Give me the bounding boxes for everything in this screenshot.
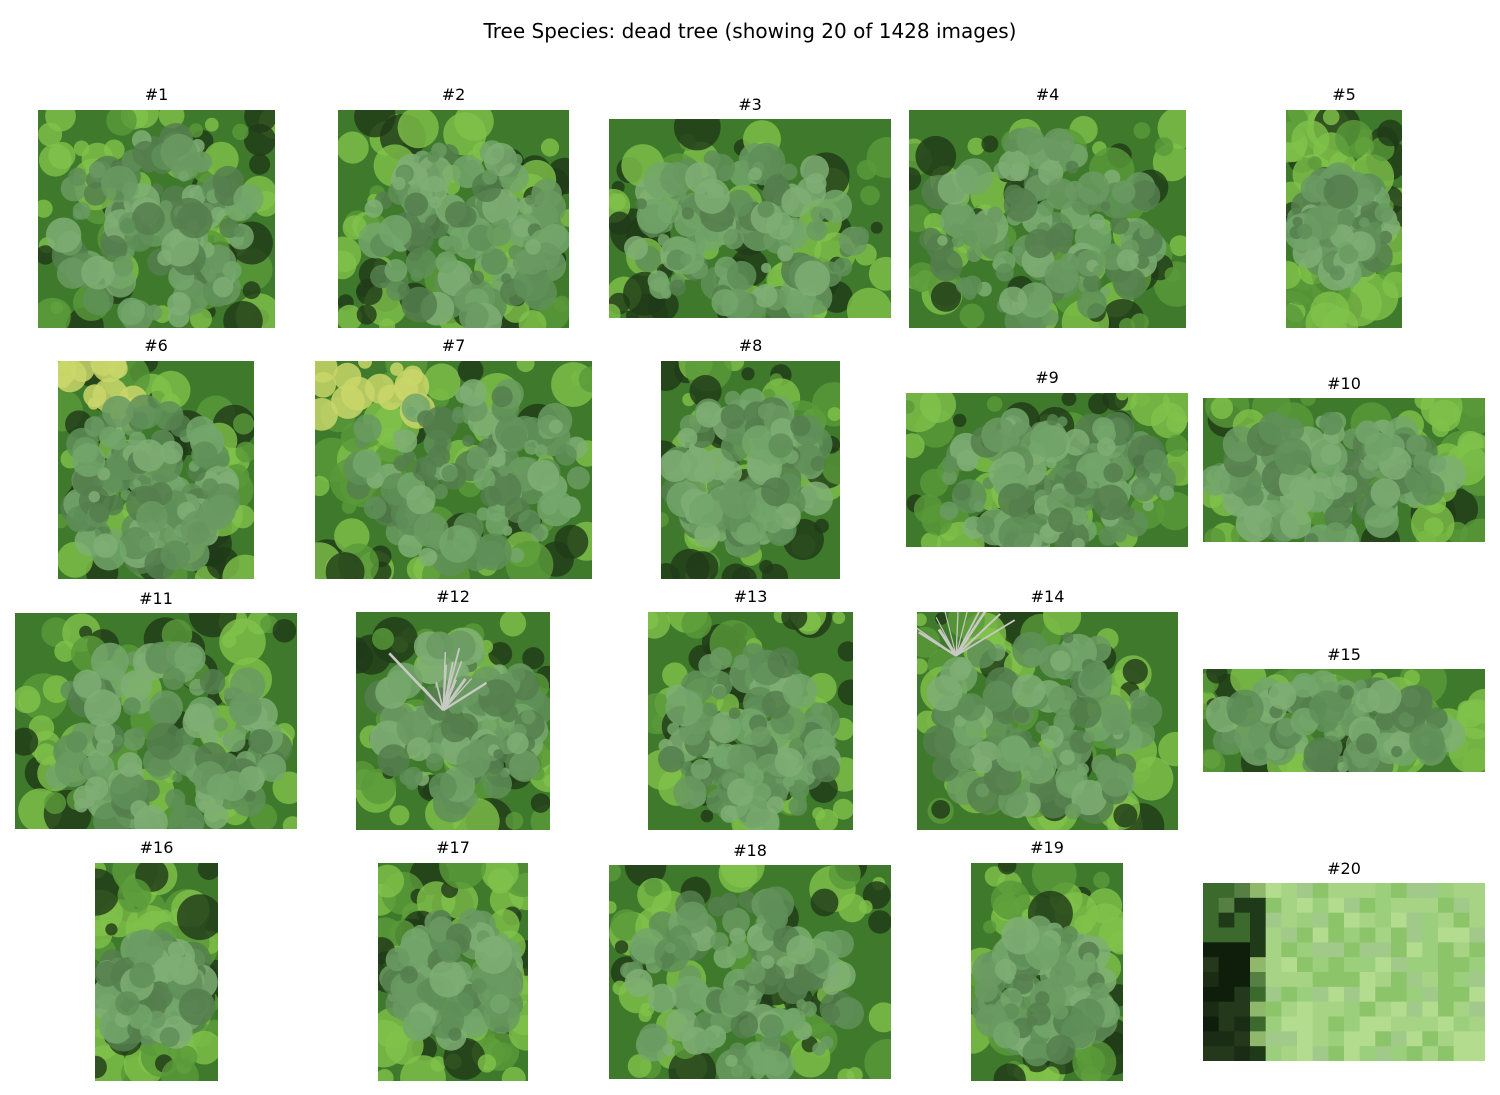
tile-label: #13 [733, 587, 768, 606]
tile-label: #18 [733, 841, 767, 860]
tile-label: #17 [436, 838, 470, 857]
tile-label: #1 [144, 85, 169, 104]
tile-label: #10 [1327, 374, 1361, 393]
tree-image-20 [1203, 883, 1485, 1061]
tile-label: #11 [139, 589, 173, 608]
figure-title: Tree Species: dead tree (showing 20 of 1… [483, 19, 1017, 43]
tile-label: #8 [738, 336, 763, 355]
tree-image-14 [917, 612, 1178, 830]
tile-label: #6 [144, 336, 168, 355]
tree-image-12 [356, 612, 550, 830]
tree-image-7 [315, 361, 592, 579]
tile-label: #15 [1327, 645, 1361, 664]
tile-label: #16 [139, 838, 174, 857]
tile-label: #9 [1035, 368, 1059, 387]
tile-label: #14 [1030, 587, 1065, 606]
tile-label: #19 [1030, 838, 1064, 857]
tile-label: #20 [1327, 859, 1361, 878]
tile-label: #3 [738, 95, 762, 114]
tree-image-15 [1203, 669, 1485, 772]
tile-label: #12 [436, 587, 470, 606]
tree-image-1 [38, 110, 275, 328]
tile-label: #4 [1035, 85, 1060, 104]
tree-image-10 [1203, 398, 1485, 542]
tree-image-2 [338, 110, 569, 328]
tree-image-9 [906, 393, 1188, 547]
tree-image-11 [15, 613, 297, 829]
tree-image-6 [58, 361, 254, 579]
tree-image-16 [95, 863, 218, 1081]
tree-image-3 [609, 119, 891, 318]
tree-image-19 [971, 863, 1123, 1081]
tree-image-17 [378, 863, 528, 1081]
tile-label: #2 [441, 85, 466, 104]
tile-label: #5 [1332, 85, 1356, 104]
tree-image-4 [909, 110, 1186, 328]
tree-image-5 [1286, 110, 1402, 328]
tree-image-18 [609, 865, 891, 1079]
tree-image-13 [648, 612, 853, 830]
tree-image-8 [661, 361, 840, 579]
tile-label: #7 [441, 336, 466, 355]
